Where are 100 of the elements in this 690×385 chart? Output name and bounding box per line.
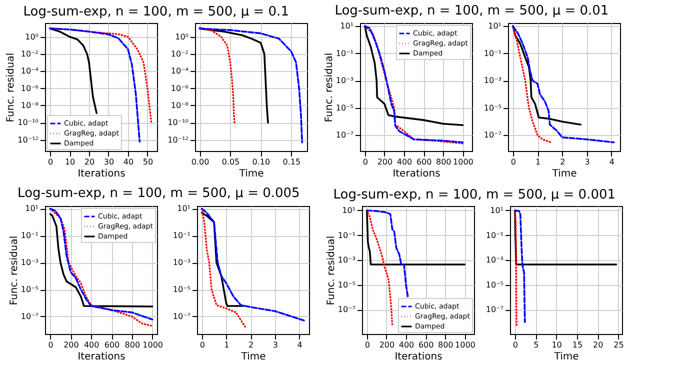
line-series <box>366 210 409 298</box>
line-series <box>512 25 615 144</box>
y-tick-label: 10⁻⁵ <box>172 285 190 294</box>
y-tick-label: 10⁻¹ <box>172 231 190 240</box>
line-series <box>198 26 236 124</box>
y-tick-label: 10⁻¹ <box>338 230 356 240</box>
x-tick-label: 600 <box>416 158 432 166</box>
x-tick-label: 0.10 <box>252 158 270 166</box>
y-tick-label: 10¹ <box>25 204 38 214</box>
line-series <box>366 210 394 327</box>
x-tick-label: 600 <box>418 340 434 350</box>
x-tick-label: 30 <box>104 158 114 166</box>
x-tick-label: 0 <box>510 158 516 166</box>
y-tick-label: 10⁻⁴ <box>170 66 188 76</box>
y-tick-label: 10⁻⁸ <box>170 100 188 110</box>
x-axis-title: Iterations <box>78 168 126 180</box>
y-tick-label: 10⁻³ <box>336 76 354 86</box>
y-tick-label: 10⁰ <box>175 32 188 42</box>
y-tick-label: 10⁻⁶ <box>170 84 188 93</box>
y-tick-label: 10¹ <box>342 206 356 215</box>
x-tick-label: 600 <box>104 340 120 350</box>
x-tick-label: 20 <box>84 158 95 166</box>
x-tick-label: 0 <box>362 158 368 166</box>
x-tick-label: 200 <box>64 340 79 350</box>
x-tick-label: 2 <box>560 158 566 166</box>
y-tick-label: 10⁻¹ <box>486 230 504 240</box>
x-tick-label: 0 <box>200 340 205 350</box>
y-tick-label: 10⁻¹⁰ <box>168 118 188 128</box>
x-axis-title: Time <box>551 168 577 180</box>
y-tick-label: 10⁻³ <box>172 258 190 268</box>
y-tick-label: 10⁻⁵ <box>336 103 354 112</box>
line-series <box>514 210 518 327</box>
y-tick-label: 10⁻⁴ <box>20 66 38 76</box>
x-tick-label: 15 <box>572 340 583 350</box>
y-tick-label: 10¹ <box>488 22 502 31</box>
y-tick-label: 10⁻⁵ <box>484 103 502 112</box>
y-tick-label: 10⁻¹ <box>484 48 502 58</box>
x-tick-label: 25 <box>614 340 624 350</box>
line-series <box>198 28 304 144</box>
y-axis-title: Func. residual <box>8 236 20 306</box>
y-tick-label: 10⁻³ <box>20 258 38 268</box>
line-series <box>514 210 526 324</box>
y-tick-label: 10⁻³ <box>484 76 502 86</box>
y-tick-label: 10⁻¹² <box>18 135 38 144</box>
y-tick-label: 10⁻⁸ <box>20 100 38 110</box>
x-tick-label: 3 <box>272 340 278 350</box>
x-axis-title: Time <box>553 352 579 362</box>
y-tick-label: 10⁰ <box>25 32 38 42</box>
x-tick-label: 4 <box>297 340 302 350</box>
y-axis-title: Func. residual <box>324 52 335 122</box>
line-series <box>49 213 154 308</box>
x-tick-label: 0.00 <box>191 158 210 166</box>
x-axis-title: Iterations <box>394 352 442 362</box>
x-tick-label: 50 <box>142 158 154 166</box>
x-tick-label: 1 <box>535 158 541 166</box>
line-series <box>366 210 466 266</box>
y-tick-label: 10⁻⁵ <box>20 285 38 294</box>
x-tick-label: 10 <box>64 158 76 166</box>
y-tick-label: 10⁻² <box>170 49 188 58</box>
x-tick-label: 400 <box>398 340 414 350</box>
y-tick-label: 10⁻³ <box>486 256 504 265</box>
y-tick-label: 10⁻² <box>20 49 38 58</box>
x-tick-label: 40 <box>123 158 134 166</box>
x-tick-label: 0 <box>364 340 370 350</box>
x-tick-label: 800 <box>124 340 140 350</box>
x-tick-label: 400 <box>84 340 100 350</box>
x-tick-label: 0 <box>48 340 54 350</box>
x-tick-label: 3 <box>584 158 590 166</box>
y-tick-label: 10⁻⁷ <box>20 312 38 321</box>
x-tick-label: 0 <box>512 340 518 350</box>
y-tick-label: 10⁻⁷ <box>486 305 504 314</box>
line-series <box>200 212 244 307</box>
y-tick-label: 10⁻⁷ <box>336 130 354 140</box>
y-tick-label: 10⁻⁵ <box>338 280 356 290</box>
y-tick-label: 10⁻¹ <box>336 48 354 58</box>
line-series <box>200 208 306 322</box>
y-tick-label: 10⁻¹⁰ <box>18 118 38 128</box>
x-tick-label: 2 <box>248 340 254 350</box>
x-tick-label: 10 <box>552 340 562 350</box>
x-tick-label: 200 <box>377 158 393 166</box>
y-tick-label: 10⁻⁷ <box>338 305 356 314</box>
x-tick-label: 1000 <box>453 158 474 166</box>
line-series <box>512 25 582 126</box>
y-axis-title: Func. residual <box>6 52 17 122</box>
y-tick-label: 10⁻⁷ <box>484 130 502 140</box>
x-tick-label: 800 <box>436 158 452 166</box>
x-tick-label: 1 <box>224 340 230 350</box>
y-tick-label: 10⁻³ <box>338 256 356 265</box>
x-tick-label: 1000 <box>455 340 476 350</box>
x-axis-title: Iterations <box>392 168 440 180</box>
y-tick-label: 10⁻⁵ <box>486 280 504 290</box>
line-series <box>49 28 98 114</box>
x-tick-label: 4 <box>609 158 614 166</box>
y-axis-title: Func. residual <box>326 236 337 306</box>
x-tick-label: 1000 <box>142 340 163 350</box>
x-tick-label: 0.15 <box>282 158 301 166</box>
y-tick-label: 10⁻⁶ <box>20 84 38 93</box>
chart-title: Log-sum-exp, n = 100, m = 500, μ = 0.1 <box>23 4 289 20</box>
x-tick-label: 800 <box>438 340 454 350</box>
y-tick-label: 10⁻⁷ <box>172 312 190 321</box>
